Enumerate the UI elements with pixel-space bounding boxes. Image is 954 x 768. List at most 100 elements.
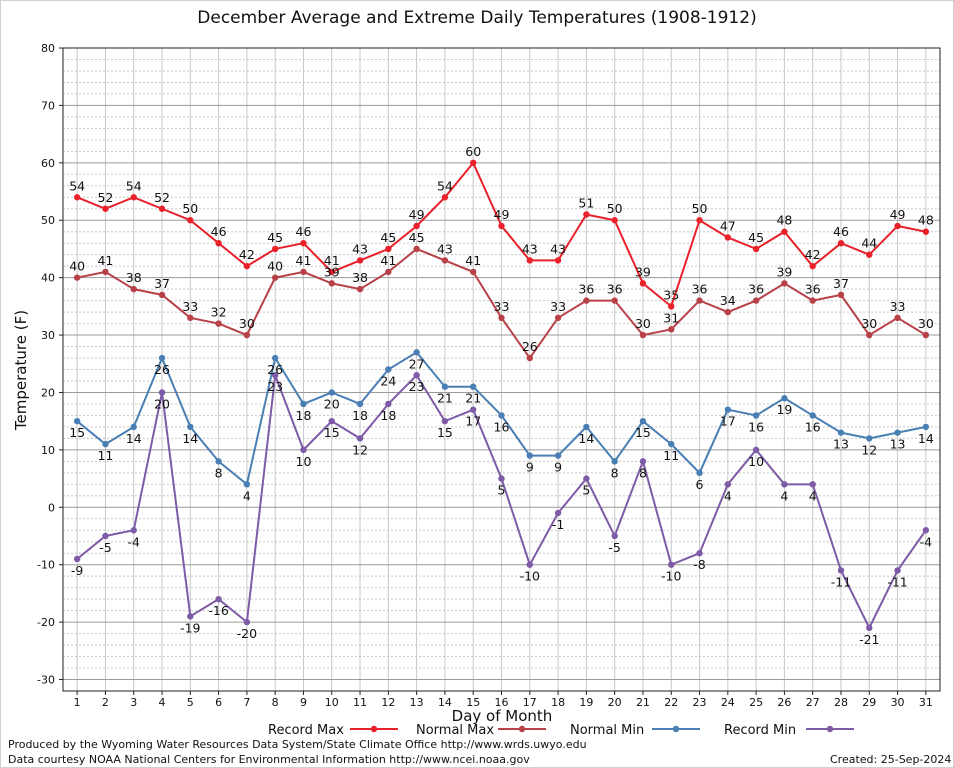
normal-min-data-label: 16	[805, 419, 821, 434]
record-min-data-label: 8	[639, 465, 647, 480]
normal-min-data-label: 20	[324, 396, 340, 411]
record-min-data-label: 10	[296, 454, 312, 469]
x-tick-label: 11	[353, 696, 367, 709]
normal-min-point	[696, 469, 703, 477]
record-max-data-label: 54	[126, 178, 142, 193]
x-tick-label: 9	[300, 696, 307, 709]
footer-data-courtesy: Data courtesy NOAA National Centers for …	[8, 753, 530, 766]
normal-min-point	[441, 383, 449, 390]
record-min-point	[73, 555, 81, 563]
record-max-point	[413, 222, 420, 230]
normal-min-data-label: 26	[267, 362, 283, 377]
normal-min-point	[922, 423, 930, 431]
x-tick-label: 12	[381, 696, 395, 709]
normal-min-point	[385, 366, 392, 373]
record-max-data-label: 47	[720, 218, 736, 233]
record-max-data-label: 54	[69, 178, 85, 193]
record-max-point	[158, 205, 166, 212]
x-tick-label: 1	[74, 696, 81, 709]
normal-min-point	[611, 458, 618, 465]
normal-max-point	[724, 308, 732, 316]
normal-max-data-label: 31	[663, 310, 679, 325]
normal-max-data-label: 36	[578, 282, 594, 297]
legend-marker-record-max	[370, 725, 378, 733]
normal-min-data-label: 19	[776, 402, 792, 417]
record-max-data-label: 43	[522, 241, 538, 256]
normal-max-point	[752, 297, 760, 304]
record-min-point	[809, 481, 816, 488]
x-tick-label: 7	[243, 696, 250, 709]
normal-min-point	[470, 383, 477, 390]
normal-min-data-label: 14	[182, 431, 198, 446]
normal-min-point	[724, 406, 732, 413]
record-min-data-label: -10	[661, 569, 681, 584]
y-tick-label: 60	[41, 157, 55, 170]
normal-max-point	[73, 274, 81, 281]
normal-max-point	[441, 257, 449, 264]
record-min-point	[668, 561, 675, 568]
normal-max-data-label: 38	[352, 270, 368, 285]
normal-max-data-label: 34	[720, 293, 736, 308]
normal-min-point	[639, 417, 647, 425]
record-max-data-label: 60	[465, 144, 481, 159]
y-tick-label: -30	[37, 674, 55, 687]
normal-max-data-label: 45	[409, 230, 425, 245]
record-min-point	[215, 595, 222, 603]
x-tick-label: 10	[325, 696, 339, 709]
normal-max-point	[922, 331, 930, 339]
record-min-data-label: 18	[380, 408, 396, 423]
normal-min-data-label: 14	[918, 431, 934, 446]
record-max-data-label: 49	[494, 207, 510, 222]
record-max-point	[215, 239, 222, 247]
record-min-data-label: 15	[324, 425, 340, 440]
normal-min-data-label: 11	[663, 448, 679, 463]
record-min-data-label: -20	[237, 626, 257, 641]
record-max-point	[752, 245, 760, 253]
record-min-point	[356, 435, 364, 442]
normal-max-data-label: 30	[918, 316, 934, 331]
normal-max-point	[639, 331, 647, 339]
record-min-data-label: -10	[520, 569, 540, 584]
legend-label-normal-max: Normal Max	[416, 723, 494, 738]
normal-max-data-label: 37	[154, 276, 170, 291]
record-max-data-label: 50	[692, 201, 708, 216]
record-max-data-label: 42	[239, 247, 255, 262]
normal-min-point	[837, 429, 845, 436]
normal-min-data-label: 27	[409, 356, 425, 371]
normal-max-point	[243, 331, 251, 339]
normal-max-data-label: 33	[550, 299, 566, 314]
record-max-point	[583, 211, 590, 218]
record-min-point	[724, 481, 732, 488]
record-min-point	[441, 417, 449, 425]
legend-label-normal-min: Normal Min	[570, 723, 644, 738]
normal-max-point	[413, 245, 420, 253]
record-min-point	[866, 624, 873, 632]
normal-max-data-label: 43	[437, 241, 453, 256]
normal-max-data-label: 41	[380, 253, 396, 268]
normal-max-point	[187, 314, 194, 322]
normal-max-point	[526, 354, 533, 362]
record-min-data-label: -1	[552, 517, 564, 532]
x-tick-label: 18	[551, 696, 565, 709]
record-min-point	[922, 527, 930, 534]
y-tick-label: 30	[41, 329, 55, 342]
normal-max-data-label: 30	[861, 316, 877, 331]
normal-min-point	[498, 412, 505, 419]
record-min-point	[498, 475, 505, 482]
record-max-point	[498, 222, 505, 230]
record-max-point	[554, 257, 562, 264]
x-tick-label: 24	[721, 696, 735, 709]
x-tick-label: 14	[438, 696, 452, 709]
record-max-data-label: 52	[97, 190, 113, 205]
normal-max-point	[385, 268, 392, 276]
record-min-point	[837, 567, 845, 574]
normal-max-data-label: 30	[239, 316, 255, 331]
record-max-data-label: 46	[211, 224, 227, 239]
x-tick-label: 6	[215, 696, 222, 709]
normal-min-data-label: 21	[465, 391, 481, 406]
normal-max-point	[611, 297, 618, 304]
x-tick-label: 8	[272, 696, 279, 709]
x-tick-label: 5	[187, 696, 194, 709]
